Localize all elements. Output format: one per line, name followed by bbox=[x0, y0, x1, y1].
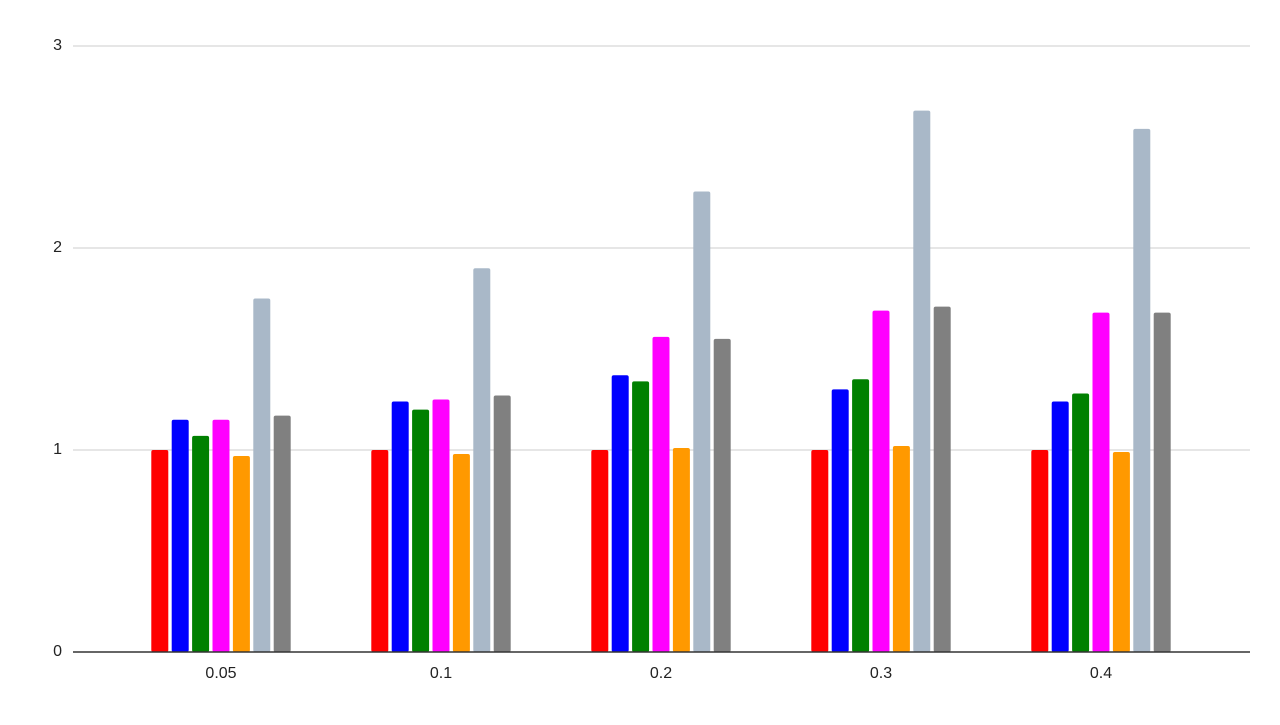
bar bbox=[432, 399, 450, 652]
x-tick-label: 0.2 bbox=[650, 665, 672, 682]
bar bbox=[713, 338, 731, 652]
bar bbox=[913, 110, 931, 652]
bar bbox=[1072, 393, 1090, 652]
bar bbox=[371, 450, 389, 652]
bar bbox=[192, 435, 210, 652]
bar bbox=[632, 381, 650, 652]
bar bbox=[1133, 128, 1151, 652]
x-tick-label: 0.1 bbox=[430, 665, 452, 682]
bar bbox=[232, 456, 250, 652]
bar bbox=[171, 419, 189, 652]
bar bbox=[591, 450, 609, 652]
bar bbox=[672, 447, 690, 652]
bar bbox=[1031, 450, 1049, 652]
bar bbox=[693, 191, 711, 652]
bar bbox=[831, 389, 849, 652]
x-tick-label: 0.3 bbox=[870, 665, 892, 682]
bar bbox=[652, 336, 670, 652]
bar bbox=[473, 268, 491, 652]
bar bbox=[852, 379, 870, 652]
bar bbox=[452, 454, 470, 652]
bar bbox=[1051, 401, 1069, 652]
y-tick-label: 1 bbox=[53, 441, 62, 458]
bar bbox=[412, 409, 430, 652]
bar bbox=[151, 450, 169, 652]
bar bbox=[892, 445, 910, 652]
bar bbox=[212, 419, 230, 652]
bar bbox=[273, 415, 291, 652]
x-tick-label: 0.05 bbox=[205, 665, 236, 682]
bar bbox=[1153, 312, 1171, 652]
bar bbox=[391, 401, 409, 652]
y-tick-label: 3 bbox=[53, 37, 62, 54]
x-tick-label: 0.4 bbox=[1090, 665, 1112, 682]
bar bbox=[493, 395, 511, 652]
y-tick-label: 2 bbox=[53, 239, 62, 256]
y-tick-label: 0 bbox=[53, 643, 62, 660]
bar bbox=[611, 375, 629, 652]
bar bbox=[811, 450, 829, 652]
bar bbox=[872, 310, 890, 652]
bar bbox=[1112, 452, 1130, 652]
bar bbox=[253, 298, 271, 652]
bar bbox=[933, 306, 951, 652]
bar bbox=[1092, 312, 1110, 652]
